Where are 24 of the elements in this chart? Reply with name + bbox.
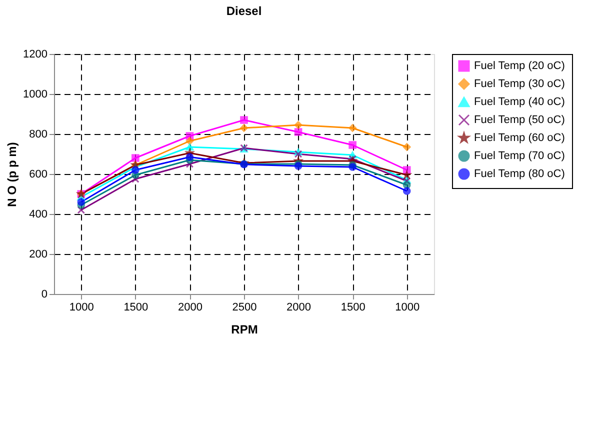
y-axis-title: N O (p p m) (5, 142, 20, 207)
x-tick-label: 1500 (340, 302, 366, 314)
legend-label: Fuel Temp (70 oC) (474, 150, 565, 162)
y-tick-label: 600 (29, 168, 48, 180)
legend-label: Fuel Temp (30 oC) (474, 78, 565, 90)
x-tick-label: 2500 (232, 302, 257, 314)
x-tick-label: 2000 (178, 302, 202, 314)
y-tick-label: 0 (41, 288, 48, 300)
chart-title: Diesel (226, 4, 262, 18)
x-tick-label: 1000 (395, 302, 420, 314)
legend-label: Fuel Temp (80 oC) (474, 168, 565, 180)
y-tick-label: 1200 (23, 48, 48, 60)
legend-label: Fuel Temp (50 oC) (474, 114, 565, 126)
y-tick-label: 400 (29, 208, 48, 220)
x-axis-title: RPM (231, 322, 258, 336)
y-tick-label: 800 (29, 128, 48, 140)
x-tick-label: 1000 (69, 302, 94, 314)
legend-label: Fuel Temp (40 oC) (474, 96, 565, 108)
y-tick-label: 200 (29, 248, 48, 260)
legend-label: Fuel Temp (60 oC) (474, 132, 565, 144)
legend-label: Fuel Temp (20 oC) (474, 60, 565, 72)
x-tick-label: 1500 (124, 302, 148, 314)
x-tick-label: 2000 (286, 302, 312, 314)
y-tick-label: 1000 (23, 88, 48, 100)
